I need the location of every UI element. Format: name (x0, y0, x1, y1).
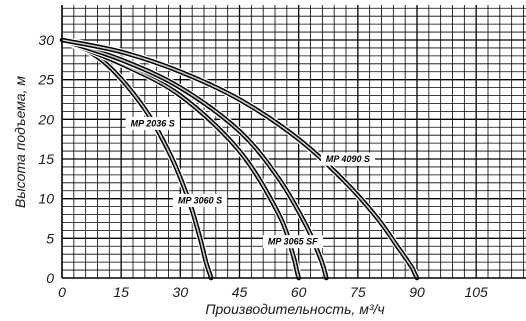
series-label: MP 4090 S (320, 152, 376, 166)
y-tick-label: 0 (46, 270, 54, 286)
series-label-bg (125, 117, 180, 130)
x-tick-label: 15 (113, 284, 129, 300)
series-label: MP 2036 S (125, 117, 180, 130)
y-tick-label: 30 (38, 32, 54, 48)
x-tick-label: 75 (350, 284, 366, 300)
axes (61, 5, 526, 279)
series-label-text: MP 3060 S (178, 195, 222, 205)
y-axis-title: Высота подъема, м (12, 76, 28, 208)
series-line-core (61, 39, 418, 279)
series-label: MP 3065 SF (262, 235, 324, 249)
series-label-bg (262, 235, 324, 249)
x-tick-label: 45 (232, 284, 248, 300)
y-tick-label: 20 (37, 111, 54, 127)
series-line-core (61, 39, 328, 279)
series-label-bg (172, 193, 228, 207)
series-labels: MP 2036 S MP 3060 S MP 3065 SF MP 4090 S (125, 117, 376, 249)
series-label-text: MP 2036 S (131, 119, 175, 129)
series-label-text: MP 4090 S (326, 154, 370, 164)
series-label-text: MP 3065 SF (268, 237, 318, 247)
series-label: MP 3060 S (172, 193, 228, 207)
y-tick-label: 25 (37, 72, 54, 88)
series-label-bg (320, 152, 376, 166)
y-tick-label: 10 (38, 191, 54, 207)
x-axis-title: Производительность, м³/ч (205, 301, 384, 317)
x-tick-label: 30 (173, 284, 189, 300)
y-tick-label: 5 (46, 230, 54, 246)
tick-labels: 0 15 30 45 60 75 90 105 0 5 10 15 20 25 30 (37, 32, 488, 300)
x-tick-label: 60 (291, 284, 307, 300)
x-tick-label: 0 (58, 284, 66, 300)
x-tick-label: 90 (409, 284, 425, 300)
x-tick-label: 105 (464, 284, 488, 300)
series-line-core (61, 39, 300, 279)
y-tick-label: 15 (38, 151, 54, 167)
